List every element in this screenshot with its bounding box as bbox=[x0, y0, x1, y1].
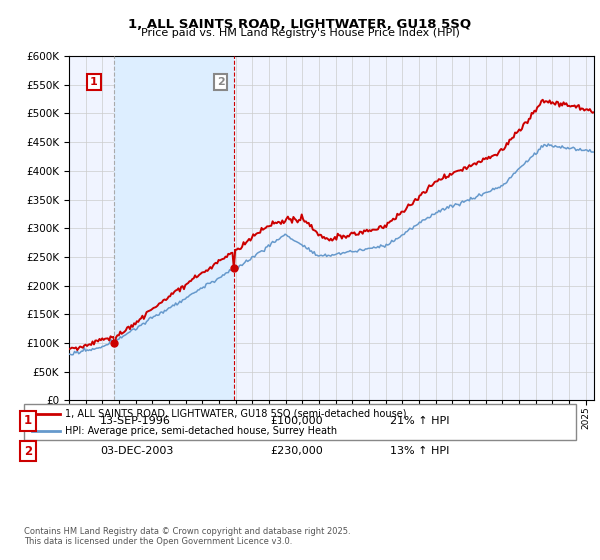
Text: HPI: Average price, semi-detached house, Surrey Heath: HPI: Average price, semi-detached house,… bbox=[65, 426, 338, 436]
Text: 2: 2 bbox=[217, 77, 224, 87]
Text: 13% ↑ HPI: 13% ↑ HPI bbox=[390, 446, 449, 456]
Text: 2: 2 bbox=[24, 445, 32, 458]
FancyBboxPatch shape bbox=[24, 404, 576, 440]
Text: 21% ↑ HPI: 21% ↑ HPI bbox=[390, 416, 449, 426]
Text: £100,000: £100,000 bbox=[270, 416, 323, 426]
Text: Price paid vs. HM Land Registry's House Price Index (HPI): Price paid vs. HM Land Registry's House … bbox=[140, 28, 460, 38]
Text: Contains HM Land Registry data © Crown copyright and database right 2025.
This d: Contains HM Land Registry data © Crown c… bbox=[24, 526, 350, 546]
Text: 1, ALL SAINTS ROAD, LIGHTWATER, GU18 5SQ: 1, ALL SAINTS ROAD, LIGHTWATER, GU18 5SQ bbox=[128, 18, 472, 31]
Text: 1: 1 bbox=[90, 77, 98, 87]
Text: 1: 1 bbox=[24, 414, 32, 427]
Bar bbox=[114, 56, 235, 400]
Text: 13-SEP-1996: 13-SEP-1996 bbox=[100, 416, 171, 426]
Text: £230,000: £230,000 bbox=[270, 446, 323, 456]
Text: 1, ALL SAINTS ROAD, LIGHTWATER, GU18 5SQ (semi-detached house): 1, ALL SAINTS ROAD, LIGHTWATER, GU18 5SQ… bbox=[65, 409, 407, 419]
Text: 03-DEC-2003: 03-DEC-2003 bbox=[100, 446, 173, 456]
